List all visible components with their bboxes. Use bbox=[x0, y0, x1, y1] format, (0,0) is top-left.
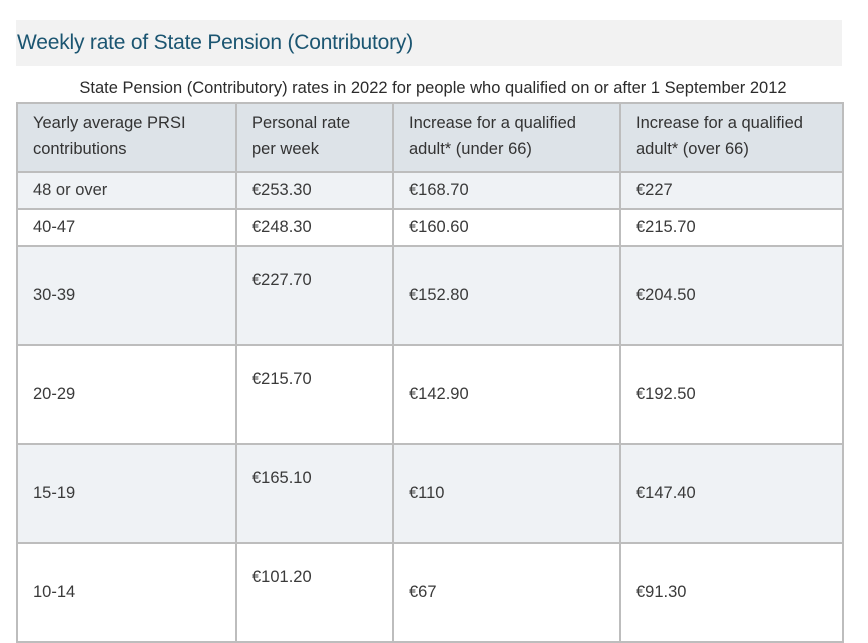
column-header-qualified-adult-over-66: Increase for a qualified adult* (over 66… bbox=[619, 102, 844, 173]
cell-adult-under-66: €160.60 bbox=[392, 208, 621, 247]
cell-prsi: 48 or over bbox=[16, 171, 237, 210]
table-row: 40-47 €248.30 €160.60 €215.70 bbox=[16, 208, 844, 247]
table-row: 10-14 €101.20 €67 €91.30 bbox=[16, 542, 844, 643]
page-content: Weekly rate of State Pension (Contributo… bbox=[16, 20, 844, 643]
cell-adult-under-66: €67 bbox=[392, 542, 621, 643]
cell-personal-rate: €253.30 bbox=[235, 171, 394, 210]
table-row: 20-29 €215.70 €142.90 €192.50 bbox=[16, 344, 844, 445]
cell-prsi: 40-47 bbox=[16, 208, 237, 247]
cell-adult-over-66: €147.40 bbox=[619, 443, 844, 544]
cell-prsi: 30-39 bbox=[16, 245, 237, 346]
cell-personal-rate: €215.70 bbox=[235, 344, 394, 445]
column-header-prsi: Yearly average PRSI contributions bbox=[16, 102, 237, 173]
cell-prsi: 10-14 bbox=[16, 542, 237, 643]
table-row: 48 or over €253.30 €168.70 €227 bbox=[16, 171, 844, 210]
table-caption: State Pension (Contributory) rates in 20… bbox=[79, 79, 787, 97]
cell-adult-under-66: €152.80 bbox=[392, 245, 621, 346]
cell-adult-over-66: €91.30 bbox=[619, 542, 844, 643]
section-title: Weekly rate of State Pension (Contributo… bbox=[17, 31, 414, 54]
cell-personal-rate: €165.10 bbox=[235, 443, 394, 544]
section-header: Weekly rate of State Pension (Contributo… bbox=[16, 20, 842, 66]
cell-adult-over-66: €192.50 bbox=[619, 344, 844, 445]
cell-adult-under-66: €142.90 bbox=[392, 344, 621, 445]
table-header-row: Yearly average PRSI contributions Person… bbox=[16, 102, 844, 173]
cell-adult-under-66: €168.70 bbox=[392, 171, 621, 210]
column-header-personal-rate: Personal rate per week bbox=[235, 102, 394, 173]
cell-personal-rate: €101.20 bbox=[235, 542, 394, 643]
cell-adult-over-66: €215.70 bbox=[619, 208, 844, 247]
cell-prsi: 20-29 bbox=[16, 344, 237, 445]
cell-adult-over-66: €227 bbox=[619, 171, 844, 210]
table-row: 15-19 €165.10 €110 €147.40 bbox=[16, 443, 844, 544]
cell-adult-over-66: €204.50 bbox=[619, 245, 844, 346]
column-header-qualified-adult-under-66: Increase for a qualified adult* (under 6… bbox=[392, 102, 621, 173]
cell-personal-rate: €248.30 bbox=[235, 208, 394, 247]
pension-rates-table: Yearly average PRSI contributions Person… bbox=[16, 102, 844, 643]
cell-prsi: 15-19 bbox=[16, 443, 237, 544]
cell-personal-rate: €227.70 bbox=[235, 245, 394, 346]
cell-adult-under-66: €110 bbox=[392, 443, 621, 544]
table-row: 30-39 €227.70 €152.80 €204.50 bbox=[16, 245, 844, 346]
